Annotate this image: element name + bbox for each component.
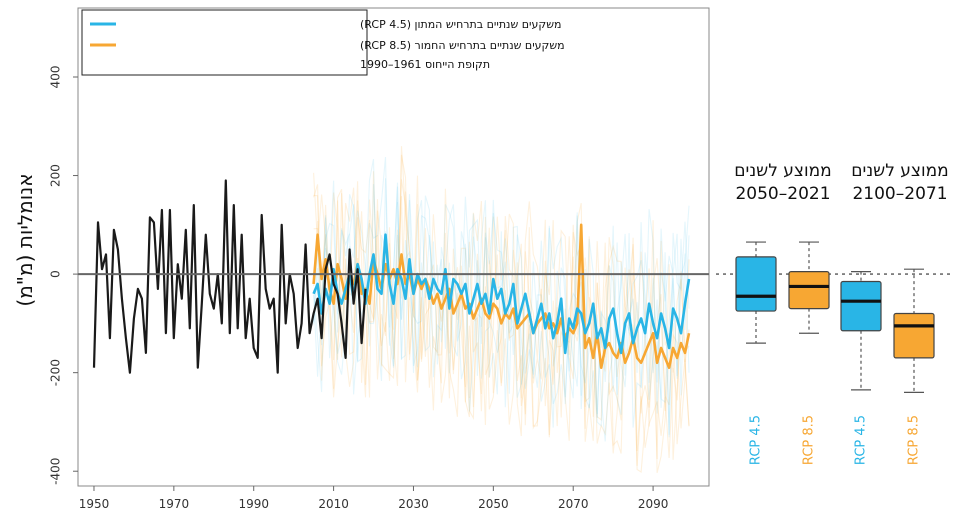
x-tick-label: 2030	[398, 497, 429, 511]
x-tick-label: 2070	[558, 497, 589, 511]
ensemble-member-line	[313, 182, 690, 438]
y-axis: 400 200 0 -200 -400	[49, 66, 78, 485]
box-rcp-4-5-period2: RCP 4.5	[840, 271, 882, 465]
legend: משקעים שנתיים בתרחיש המתון (RCP 4.5) משק…	[81, 9, 565, 76]
series-lines	[92, 179, 691, 374]
y-tick-label: 0	[49, 270, 63, 278]
box-iqr	[893, 312, 935, 359]
legend-reference-note: תקופת הייחוס 1961–1990	[360, 58, 490, 71]
x-tick-label: 2010	[318, 497, 349, 511]
box-iqr	[840, 280, 882, 332]
x-tick-label: 1970	[159, 497, 190, 511]
legend-label-rcp85: משקעים שנתיים בתרחיש החמור (RCP 8.5)	[360, 39, 565, 52]
series-line-observed	[92, 179, 367, 374]
y-tick-label: 200	[49, 164, 63, 187]
legend-box	[81, 9, 368, 76]
y-tick-label: -200	[49, 359, 63, 386]
ensemble-member-line	[313, 184, 690, 442]
series-line-rcp-4-5	[312, 233, 691, 355]
box-rcp-8-5-period2: RCP 8.5	[893, 268, 935, 465]
box-iqr	[735, 256, 777, 312]
box-header-period1-years: 2050–2021	[735, 184, 830, 204]
box-panel-headers: ממוצע לשנים 2050–2021 ממוצע לשנים 2100–2…	[734, 161, 948, 204]
ensemble-spread	[313, 146, 690, 474]
ensemble-member-line	[313, 154, 690, 466]
box-label: RCP 4.5	[854, 415, 869, 465]
plot-frame	[77, 7, 710, 487]
ensemble-member-line	[313, 157, 690, 419]
x-tick-label: 2050	[478, 497, 509, 511]
x-tick-label: 2090	[638, 497, 669, 511]
box-header-period1-title: ממוצע לשנים	[734, 161, 831, 181]
ensemble-member-line	[313, 181, 690, 474]
y-tick-label: -400	[49, 458, 63, 485]
box-rcp-8-5-period1: RCP 8.5	[788, 241, 830, 465]
x-tick-label: 1950	[79, 497, 110, 511]
box-header-period2-title: ממוצע לשנים	[851, 161, 948, 181]
legend-label-rcp45: משקעים שנתיים בתרחיש המתון (RCP 4.5)	[360, 18, 561, 31]
box-rcp-4-5-period1: RCP 4.5	[735, 241, 777, 465]
x-axis: 1950 1970 1990 2010 2030 2050 2070 2090	[79, 486, 669, 511]
ensemble-member-line	[313, 184, 690, 442]
box-iqr	[788, 271, 830, 310]
ensemble-member-line	[313, 172, 690, 460]
x-tick-label: 1990	[238, 497, 269, 511]
box-header-period2-years: 2100–2071	[852, 184, 947, 204]
y-axis-title: אנומליות (מ"מ)	[13, 173, 37, 306]
box-label: RCP 8.5	[907, 415, 922, 465]
box-plots: RCP 4.5 RCP 8.5 RCP 4.5 RCP 8.5	[716, 241, 950, 465]
box-label: RCP 4.5	[749, 415, 764, 465]
y-tick-label: 400	[49, 66, 63, 89]
box-label: RCP 8.5	[802, 415, 817, 465]
ensemble-member-line	[313, 146, 690, 459]
